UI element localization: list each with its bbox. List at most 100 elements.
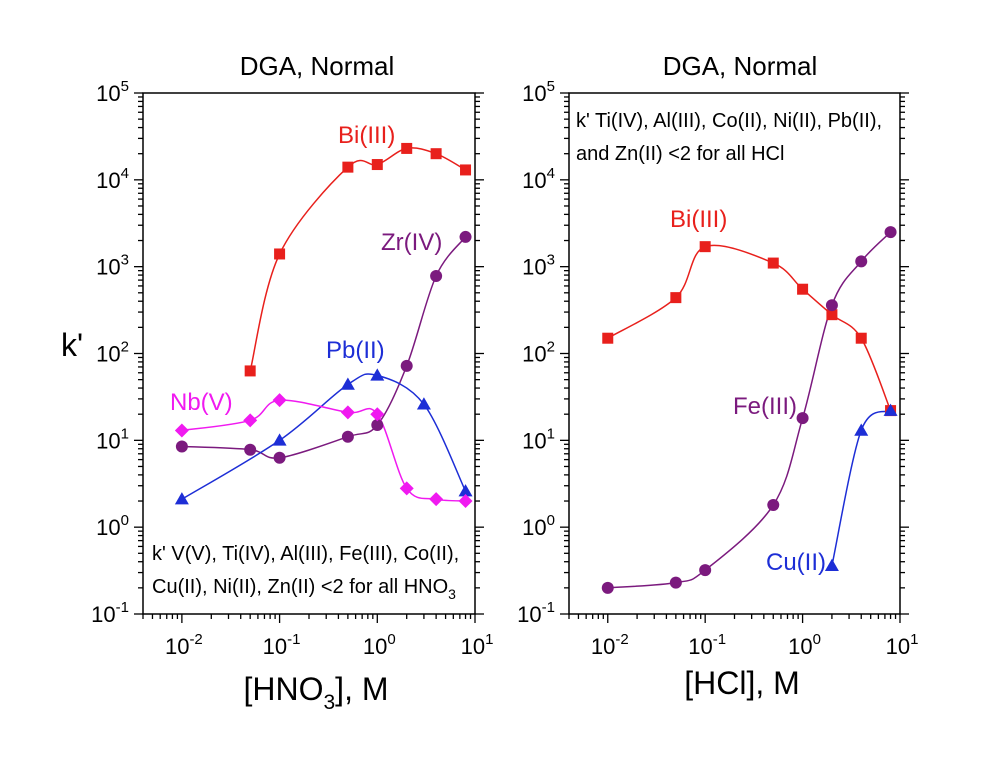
x-axis-label-sub: 3 [323, 691, 335, 714]
series-line-pb-ii [181, 373, 467, 500]
data-point-bi-iii [460, 164, 472, 176]
data-point-fe-iii [669, 576, 682, 589]
annotation-line-2: and Zn(II) <2 for all HCl [576, 143, 784, 165]
x-tick-labels: 10-2 10-1 100 101 [165, 631, 493, 659]
data-point-zr-iv [175, 440, 188, 453]
data-point-nb-v [429, 492, 444, 507]
data-point-zr-iv [244, 443, 257, 456]
data-point-pb-ii [458, 484, 473, 497]
y-tick-label: 105 [522, 78, 555, 106]
data-point-nb-v [243, 413, 258, 428]
y-tick-label: 100 [522, 512, 555, 540]
x-tick-labels: 10-2 10-1 100 101 [591, 631, 919, 659]
data-point-nb-v [399, 481, 414, 496]
data-point-fe-iii [601, 581, 614, 594]
data-point-nb-v [370, 407, 385, 422]
data-point-zr-iv [371, 419, 384, 432]
data-point-nb-v [174, 423, 189, 438]
x-axis-label-prefix: [HNO [243, 671, 323, 707]
x-axis-label: [HNO3], M [243, 671, 388, 714]
series-label-fe-iii: Fe(III) [733, 393, 797, 420]
x-tick-label: 10-1 [263, 631, 301, 659]
axis-ticks [134, 92, 484, 623]
data-point-bi-iii [244, 365, 256, 377]
y-tick-label: 101 [522, 425, 555, 453]
data-point-bi-iii [670, 292, 682, 304]
chart-panel-hcl: DGA, Normal 10-2 10-1 100 101 10-1 100 101 102… [517, 51, 918, 701]
y-tick-label: 10-1 [91, 599, 129, 627]
y-tick-labels: 10-1 100 101 102 103 104 105 [91, 78, 129, 627]
y-tick-label: 103 [96, 252, 129, 280]
data-point-bi-iii [797, 283, 809, 295]
data-point-nb-v [458, 494, 473, 509]
annotation-line-2-text: Cu(II), Ni(II), Zn(II) <2 for all HNO [152, 576, 448, 598]
series-label-cu-ii: Cu(II) [766, 549, 826, 576]
data-point-fe-iii [699, 564, 712, 577]
chart-title: DGA, Normal [663, 51, 818, 81]
y-tick-label: 104 [522, 165, 555, 193]
data-point-zr-iv [341, 430, 354, 443]
data-point-bi-iii [699, 241, 711, 253]
chart-panel-hno3: DGA, Normal 10-2 10-1 100 101 10-1 100 101 102… [61, 51, 493, 714]
data-point-pb-ii [416, 397, 431, 410]
data-point-bi-iii [767, 257, 779, 269]
series-line-cu-ii [831, 409, 892, 566]
data-point-bi-iii [602, 332, 614, 344]
y-axis-label: k' [61, 327, 83, 363]
plot-frame [142, 92, 476, 615]
series-label-bi-iii: Bi(III) [338, 122, 395, 149]
data-point-bi-iii [274, 248, 286, 260]
data-point-zr-iv [459, 230, 472, 243]
data-point-nb-v [272, 393, 287, 408]
y-tick-label: 104 [96, 165, 129, 193]
data-point-bi-iii [401, 142, 413, 154]
x-tick-label: 100 [788, 631, 821, 659]
x-axis-label-suffix: ], M [335, 671, 388, 707]
plot-frame [568, 92, 901, 615]
data-point-zr-iv [400, 359, 413, 372]
x-tick-label: 101 [886, 631, 919, 659]
data-point-nb-v [340, 405, 355, 420]
data-point-bi-iii [855, 332, 867, 344]
x-tick-label: 100 [363, 631, 396, 659]
data-point-fe-iii [884, 226, 897, 239]
y-tick-labels: 10-1 100 101 102 103 104 105 [517, 78, 555, 627]
annotation-line-2: Cu(II), Ni(II), Zn(II) <2 for all HNO3 [152, 576, 456, 602]
data-point-bi-iii [430, 148, 442, 160]
y-tick-label: 101 [96, 425, 129, 453]
series-label-zr-iv: Zr(IV) [381, 229, 442, 256]
y-tick-label: 10-1 [517, 599, 555, 627]
y-tick-label: 103 [522, 252, 555, 280]
data-markers [601, 226, 898, 594]
data-point-pb-ii [174, 492, 189, 505]
series-label-bi-iii: Bi(III) [670, 206, 727, 233]
data-point-zr-iv [430, 270, 443, 283]
y-tick-label: 105 [96, 78, 129, 106]
data-point-pb-ii [272, 433, 287, 446]
series-label-pb-ii: Pb(II) [326, 337, 385, 364]
data-point-bi-iii [371, 159, 383, 171]
annotation-line-1: k' Ti(IV), Al(III), Co(II), Ni(II), Pb(I… [576, 110, 882, 132]
data-point-cu-ii [824, 558, 839, 571]
series-line-bi-iii [607, 244, 892, 411]
y-tick-label: 102 [96, 339, 129, 367]
axis-ticks [560, 92, 909, 623]
data-point-pb-ii [370, 368, 385, 381]
fit-curves [181, 147, 467, 502]
data-point-fe-iii [855, 255, 868, 268]
annotation-line-1: k' V(V), Ti(IV), Al(III), Fe(III), Co(II… [152, 543, 459, 565]
x-axis-label: [HCl], M [684, 665, 800, 701]
y-tick-label: 100 [96, 512, 129, 540]
data-point-zr-iv [273, 451, 286, 464]
data-point-cu-ii [854, 423, 869, 436]
data-markers [174, 142, 473, 509]
annotation-line-2-sub: 3 [448, 586, 456, 602]
x-tick-label: 10-2 [591, 631, 629, 659]
data-point-fe-iii [796, 412, 809, 425]
data-point-fe-iii [767, 499, 780, 512]
x-tick-label: 10-2 [165, 631, 203, 659]
data-point-bi-iii [826, 309, 838, 321]
x-tick-label: 101 [461, 631, 494, 659]
chart-title: DGA, Normal [240, 51, 395, 81]
